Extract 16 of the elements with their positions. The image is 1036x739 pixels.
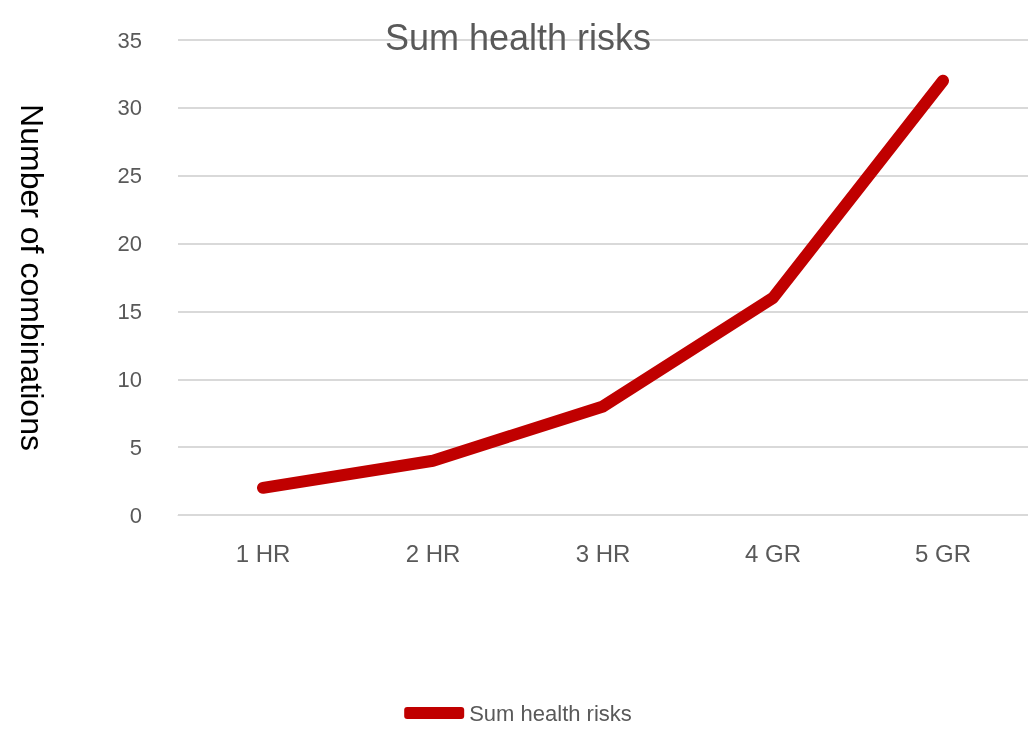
legend-label: Sum health risks	[469, 700, 632, 726]
y-tick-label: 30	[117, 95, 142, 121]
y-tick-label: 25	[117, 163, 142, 189]
chart-title: Sum health risks	[384, 16, 652, 58]
y-tick-label: 5	[129, 434, 142, 460]
x-tick-label: 2 HR	[405, 539, 461, 567]
y-tick-label: 35	[117, 27, 142, 53]
y-tick-label: 10	[117, 366, 142, 392]
x-tick-label: 1 HR	[235, 539, 291, 567]
x-tick-label: 3 HR	[575, 539, 631, 567]
x-tick-label: 5 GR	[914, 539, 972, 567]
y-tick-label: 0	[129, 502, 142, 528]
x-tick-label: 4 GR	[744, 539, 802, 567]
y-tick-label: 15	[117, 298, 142, 324]
y-axis-title: Number of combinations	[14, 104, 50, 451]
y-tick-label: 20	[117, 231, 142, 257]
